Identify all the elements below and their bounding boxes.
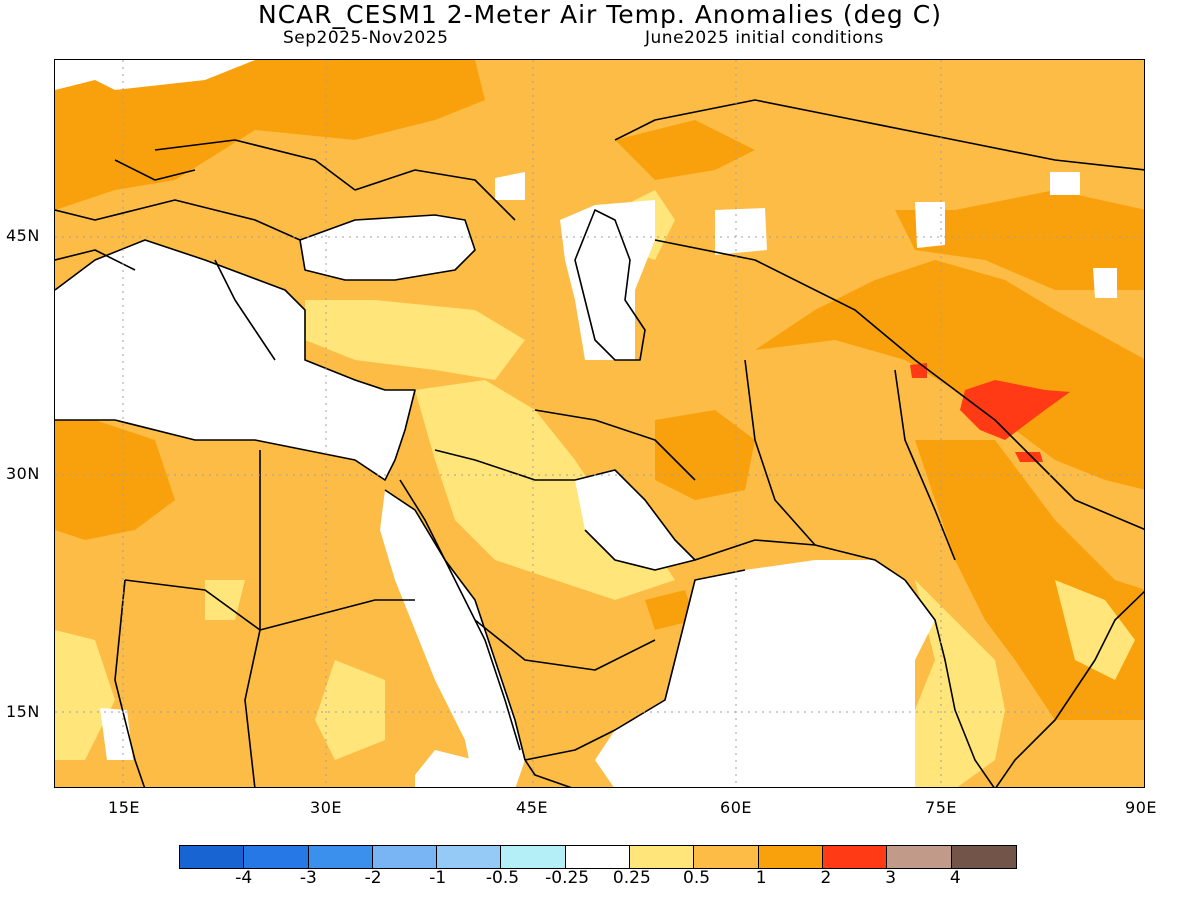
colorbar-label: -3: [299, 868, 317, 888]
lat-label-45n: 45N: [6, 226, 40, 245]
colorbar: [179, 845, 1017, 869]
colorbar-label: 1: [755, 868, 767, 888]
colorbar-label: 4: [949, 868, 961, 888]
map-canvas: [55, 60, 1144, 787]
colorbar-swatch: [822, 846, 888, 868]
colorbar-swatch: [758, 846, 823, 868]
colorbar-swatch: [372, 846, 438, 868]
anomaly-map: [54, 59, 1145, 788]
colorbar-label: -0.25: [545, 868, 590, 888]
subtitle-initial-conditions: June2025 initial conditions: [645, 28, 884, 48]
coastlines-and-borders: [55, 99, 1144, 787]
colorbar-swatch: [180, 846, 245, 868]
colorbar-label: 3: [885, 868, 897, 888]
colorbar-swatch: [630, 846, 695, 868]
subtitle-period: Sep2025-Nov2025: [283, 28, 449, 48]
colorbar-label: 2: [820, 868, 832, 888]
colorbar-swatch: [437, 846, 502, 868]
lon-label-90e: 90E: [1125, 798, 1157, 817]
colorbar-swatch: [501, 846, 566, 868]
graticule: [55, 60, 1144, 787]
colorbar-label: 0.5: [683, 868, 711, 888]
lon-label-45e: 45E: [516, 798, 548, 817]
lon-label-75e: 75E: [925, 798, 957, 817]
colorbar-swatch: [887, 846, 952, 868]
colorbar-label: -4: [235, 868, 253, 888]
colorbar-label: 0.25: [612, 868, 651, 888]
lon-label-15e: 15E: [108, 798, 140, 817]
colorbar-swatch: [308, 846, 373, 868]
colorbar-swatch: [565, 846, 631, 868]
neutral-regions: [55, 60, 1117, 787]
colorbar-swatch: [244, 846, 309, 868]
colorbar-label: -0.5: [485, 868, 520, 888]
lat-label-15n: 15N: [6, 702, 40, 721]
colorbar-swatch: [951, 846, 1016, 868]
colorbar-label: -2: [364, 868, 382, 888]
lat-label-30n: 30N: [6, 464, 40, 483]
lon-label-60e: 60E: [720, 798, 752, 817]
colorbar-label: -1: [429, 868, 447, 888]
lon-label-30e: 30E: [310, 798, 342, 817]
colorbar-swatch: [694, 846, 759, 868]
map-title: NCAR_CESM1 2-Meter Air Temp. Anomalies (…: [258, 0, 942, 29]
